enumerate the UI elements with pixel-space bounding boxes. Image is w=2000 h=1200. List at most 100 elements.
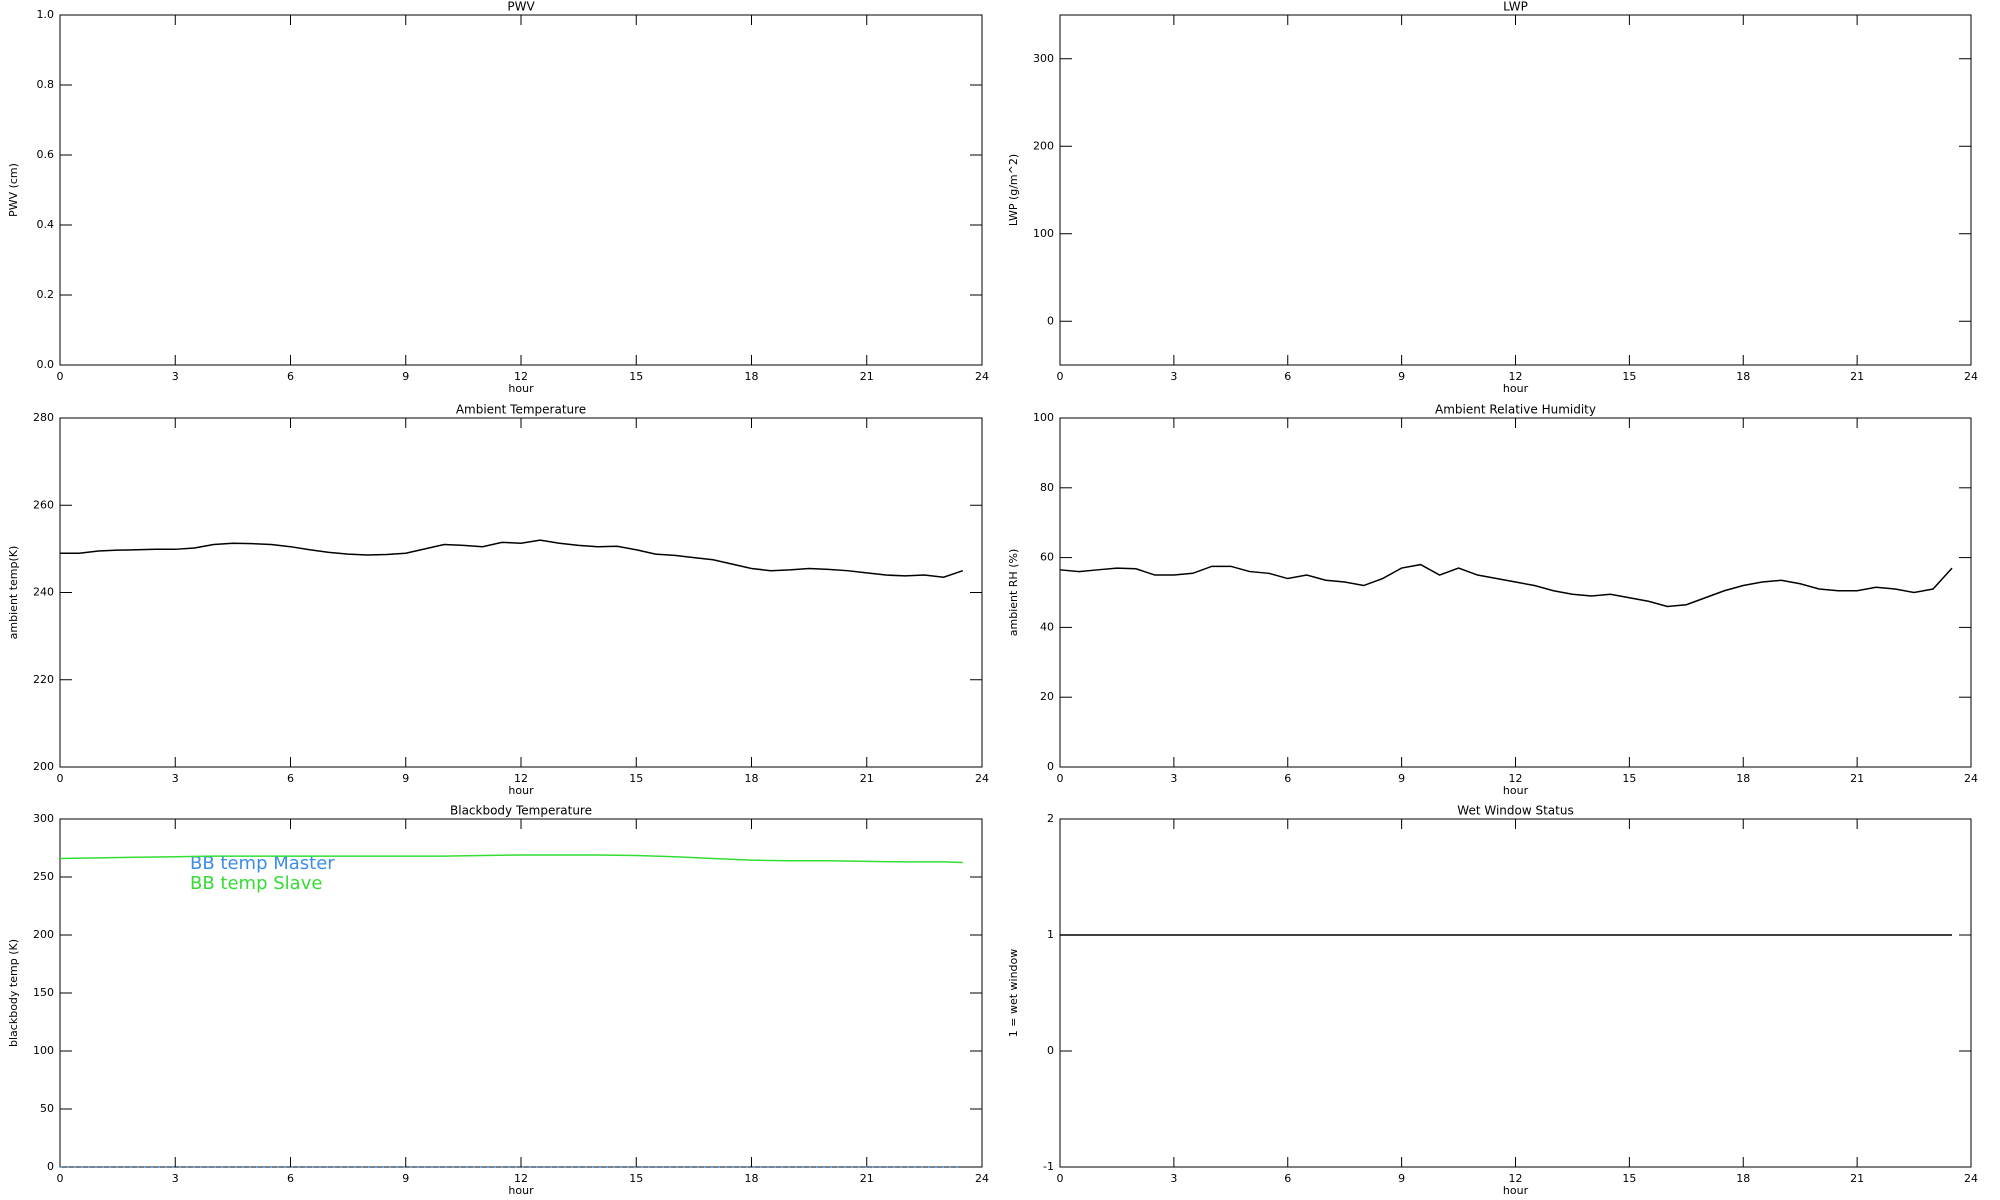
x-tick-label: 12 bbox=[1509, 772, 1523, 785]
x-axis-label: hour bbox=[1503, 784, 1529, 797]
y-tick-label: 1.0 bbox=[37, 8, 55, 21]
y-tick-label: 0 bbox=[1047, 314, 1054, 327]
y-tick-label: 300 bbox=[1033, 52, 1054, 65]
y-tick-label: 200 bbox=[33, 928, 54, 941]
plot-frame bbox=[1059, 417, 1972, 768]
x-tick-label: 12 bbox=[1509, 370, 1523, 383]
x-tick-label: 9 bbox=[402, 370, 409, 383]
x-tick-label: 24 bbox=[975, 1172, 989, 1185]
y-tick-label: 280 bbox=[33, 411, 54, 424]
x-tick-label: 6 bbox=[1284, 370, 1291, 383]
y-tick-label: 240 bbox=[33, 586, 54, 599]
y-axis-label: 1 = wet window bbox=[1007, 949, 1020, 1038]
chart-title: Blackbody Temperature bbox=[450, 804, 592, 818]
x-tick-label: 15 bbox=[1622, 1172, 1636, 1185]
y-tick-label: 0.2 bbox=[37, 288, 55, 301]
x-tick-label: 24 bbox=[1964, 772, 1978, 785]
y-tick-label: 1 bbox=[1047, 928, 1054, 941]
x-tick-label: 6 bbox=[287, 1172, 294, 1185]
x-tick-label: 24 bbox=[975, 370, 989, 383]
y-tick-label: 0 bbox=[1047, 1044, 1054, 1057]
y-tick-label: 20 bbox=[1040, 690, 1054, 703]
y-axis-label: blackbody temp (K) bbox=[7, 939, 20, 1047]
chart-title: Ambient Relative Humidity bbox=[1435, 403, 1596, 417]
data-line bbox=[59, 854, 963, 864]
chart-title: Ambient Temperature bbox=[456, 403, 586, 417]
x-tick-label: 0 bbox=[57, 772, 64, 785]
x-tick-label: 21 bbox=[1850, 772, 1864, 785]
x-tick-label: 18 bbox=[745, 1172, 759, 1185]
y-tick-label: -1 bbox=[1043, 1160, 1054, 1173]
legend-entry: BB temp Master bbox=[190, 853, 335, 874]
x-tick-label: 15 bbox=[1622, 772, 1636, 785]
y-axis-label: PWV (cm) bbox=[7, 163, 20, 217]
legend-entry: BB temp Slave bbox=[190, 873, 322, 894]
x-tick-label: 24 bbox=[975, 772, 989, 785]
y-tick-label: 100 bbox=[1033, 227, 1054, 240]
x-tick-label: 9 bbox=[402, 1172, 409, 1185]
x-tick-label: 3 bbox=[1170, 370, 1177, 383]
y-tick-label: 0.0 bbox=[37, 358, 55, 371]
x-tick-label: 3 bbox=[1170, 772, 1177, 785]
x-tick-label: 18 bbox=[745, 772, 759, 785]
x-axis-label: hour bbox=[1503, 382, 1529, 395]
y-tick-label: 50 bbox=[40, 1102, 54, 1115]
y-tick-label: 0 bbox=[47, 1160, 54, 1173]
x-tick-label: 3 bbox=[1170, 1172, 1177, 1185]
x-axis-label: hour bbox=[508, 1184, 534, 1197]
x-tick-label: 3 bbox=[172, 1172, 179, 1185]
x-tick-label: 12 bbox=[1509, 1172, 1523, 1185]
y-tick-label: 200 bbox=[1033, 139, 1054, 152]
x-tick-label: 12 bbox=[514, 772, 528, 785]
plot-frame bbox=[59, 14, 983, 366]
x-tick-label: 0 bbox=[1057, 370, 1064, 383]
x-tick-label: 18 bbox=[745, 370, 759, 383]
x-tick-label: 24 bbox=[1964, 370, 1978, 383]
y-tick-label: 100 bbox=[33, 1044, 54, 1057]
y-tick-label: 0 bbox=[1047, 760, 1054, 773]
chart-title: LWP bbox=[1503, 0, 1528, 14]
x-tick-label: 6 bbox=[287, 772, 294, 785]
y-tick-label: 260 bbox=[33, 498, 54, 511]
x-tick-label: 21 bbox=[860, 772, 874, 785]
y-tick-label: 60 bbox=[1040, 551, 1054, 564]
x-tick-label: 0 bbox=[57, 1172, 64, 1185]
x-tick-label: 12 bbox=[514, 370, 528, 383]
y-tick-label: 2 bbox=[1047, 812, 1054, 825]
x-axis-label: hour bbox=[508, 784, 534, 797]
y-tick-label: 80 bbox=[1040, 481, 1054, 494]
x-tick-label: 24 bbox=[1964, 1172, 1978, 1185]
x-tick-label: 0 bbox=[1057, 772, 1064, 785]
y-tick-label: 40 bbox=[1040, 620, 1054, 633]
x-axis-label: hour bbox=[508, 382, 534, 395]
x-tick-label: 15 bbox=[629, 1172, 643, 1185]
y-tick-label: 200 bbox=[33, 760, 54, 773]
x-tick-label: 15 bbox=[1622, 370, 1636, 383]
x-tick-label: 21 bbox=[860, 1172, 874, 1185]
y-tick-label: 0.4 bbox=[37, 218, 55, 231]
x-axis-label: hour bbox=[1503, 1184, 1529, 1197]
chart-title: Wet Window Status bbox=[1457, 804, 1573, 818]
x-tick-label: 12 bbox=[514, 1172, 528, 1185]
chart-title: PWV bbox=[507, 0, 535, 14]
x-tick-label: 15 bbox=[629, 370, 643, 383]
x-tick-label: 15 bbox=[629, 772, 643, 785]
y-tick-label: 150 bbox=[33, 986, 54, 999]
x-tick-label: 9 bbox=[1398, 1172, 1405, 1185]
y-tick-label: 300 bbox=[33, 812, 54, 825]
y-tick-label: 0.6 bbox=[37, 148, 55, 161]
y-tick-label: 0.8 bbox=[37, 78, 55, 91]
x-tick-label: 9 bbox=[1398, 370, 1405, 383]
y-axis-label: ambient temp(K) bbox=[7, 546, 20, 640]
x-tick-label: 21 bbox=[1850, 1172, 1864, 1185]
x-tick-label: 6 bbox=[287, 370, 294, 383]
x-tick-label: 21 bbox=[1850, 370, 1864, 383]
y-tick-label: 220 bbox=[33, 673, 54, 686]
x-tick-label: 6 bbox=[1284, 1172, 1291, 1185]
plot-frame bbox=[59, 417, 983, 768]
data-line bbox=[1059, 563, 1953, 608]
x-tick-label: 3 bbox=[172, 772, 179, 785]
y-tick-label: 100 bbox=[1033, 411, 1054, 424]
x-tick-label: 18 bbox=[1736, 370, 1750, 383]
